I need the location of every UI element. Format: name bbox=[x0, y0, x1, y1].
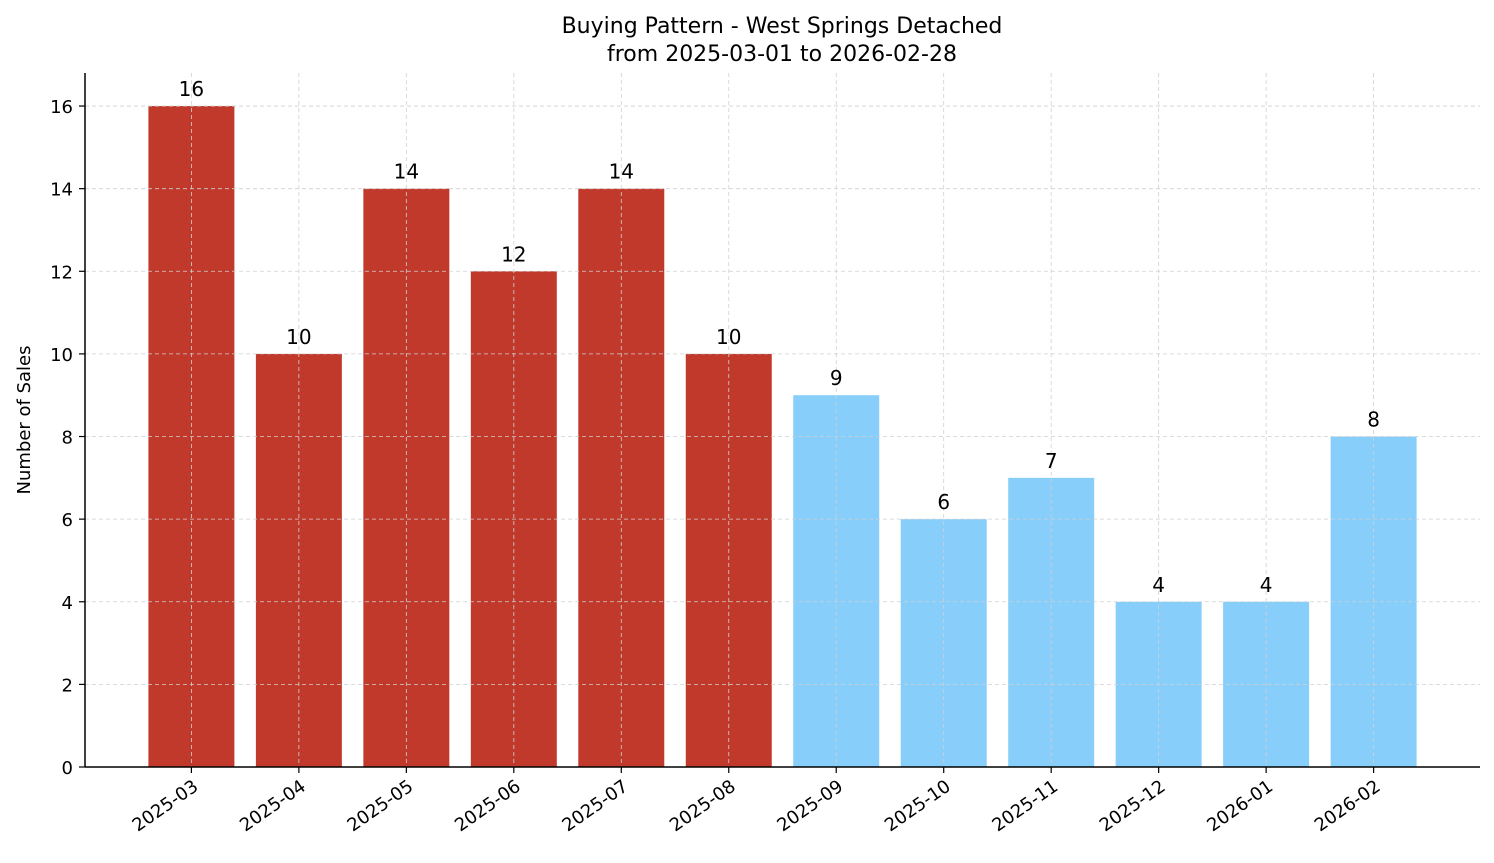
x-tick-label: 2025-10 bbox=[881, 776, 955, 836]
x-tick-label: 2025-05 bbox=[344, 776, 418, 836]
y-tick-label: 12 bbox=[50, 262, 73, 283]
y-tick-label: 14 bbox=[50, 180, 73, 201]
data-label: 4 bbox=[1260, 573, 1273, 597]
data-label: 14 bbox=[394, 160, 419, 184]
data-label: 7 bbox=[1045, 449, 1058, 473]
y-tick-label: 2 bbox=[62, 675, 73, 696]
chart-subtitle: from 2025-03-01 to 2026-02-28 bbox=[607, 42, 957, 67]
x-tick-label: 2025-03 bbox=[129, 776, 203, 836]
y-tick-label: 8 bbox=[62, 428, 73, 449]
data-label: 12 bbox=[501, 242, 526, 266]
x-tick-label: 2026-02 bbox=[1311, 776, 1385, 836]
x-tick-label: 2025-09 bbox=[773, 776, 847, 836]
y-tick-label: 16 bbox=[50, 97, 73, 118]
data-label: 10 bbox=[286, 325, 311, 349]
data-label: 14 bbox=[609, 160, 634, 184]
data-labels-group: 16 10 14 12 14 10 9 6 7 4 4 8 bbox=[179, 77, 1380, 597]
y-tick-label: 0 bbox=[62, 758, 73, 779]
x-tick-label: 2025-12 bbox=[1096, 776, 1170, 836]
bar-2025-05 bbox=[363, 188, 450, 767]
data-label: 8 bbox=[1367, 408, 1380, 432]
data-label: 16 bbox=[179, 77, 204, 101]
data-label: 9 bbox=[830, 366, 843, 390]
x-tick-label: 2025-08 bbox=[666, 776, 740, 836]
y-tick-label: 6 bbox=[62, 510, 73, 531]
x-tick-label: 2025-11 bbox=[988, 776, 1062, 836]
x-tick-label: 2025-07 bbox=[558, 776, 632, 836]
data-label: 10 bbox=[716, 325, 741, 349]
x-tick-label: 2026-01 bbox=[1203, 776, 1277, 836]
data-label: 4 bbox=[1152, 573, 1165, 597]
x-tick-label: 2025-06 bbox=[451, 776, 525, 836]
data-label: 6 bbox=[937, 490, 950, 514]
chart-title: Buying Pattern - West Springs Detached bbox=[562, 14, 1003, 39]
y-tick-label: 10 bbox=[50, 345, 73, 366]
bar-2025-07 bbox=[578, 188, 665, 767]
x-tick-label: 2025-04 bbox=[236, 776, 310, 836]
y-tick-label: 4 bbox=[62, 593, 73, 614]
y-axis-label: Number of Sales bbox=[14, 345, 35, 494]
